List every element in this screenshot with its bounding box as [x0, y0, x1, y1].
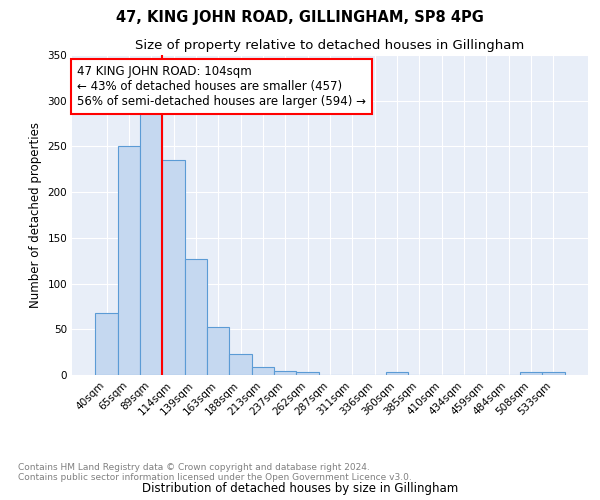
Bar	[252, 367, 274, 375]
Title: Size of property relative to detached houses in Gillingham: Size of property relative to detached ho…	[136, 40, 524, 52]
Bar	[386, 372, 408, 375]
Bar	[207, 326, 229, 375]
Y-axis label: Number of detached properties: Number of detached properties	[29, 122, 42, 308]
Text: Distribution of detached houses by size in Gillingham: Distribution of detached houses by size …	[142, 482, 458, 495]
Text: 47 KING JOHN ROAD: 104sqm
← 43% of detached houses are smaller (457)
56% of semi: 47 KING JOHN ROAD: 104sqm ← 43% of detac…	[77, 64, 366, 108]
Bar	[274, 372, 296, 375]
Bar	[520, 372, 542, 375]
Bar	[296, 372, 319, 375]
Bar	[95, 313, 118, 375]
Bar	[163, 160, 185, 375]
Bar	[185, 259, 207, 375]
Text: 47, KING JOHN ROAD, GILLINGHAM, SP8 4PG: 47, KING JOHN ROAD, GILLINGHAM, SP8 4PG	[116, 10, 484, 25]
Text: Contains HM Land Registry data © Crown copyright and database right 2024.
Contai: Contains HM Land Registry data © Crown c…	[18, 462, 412, 482]
Bar	[229, 354, 252, 375]
Bar	[542, 372, 565, 375]
Bar	[118, 146, 140, 375]
Bar	[140, 107, 163, 375]
